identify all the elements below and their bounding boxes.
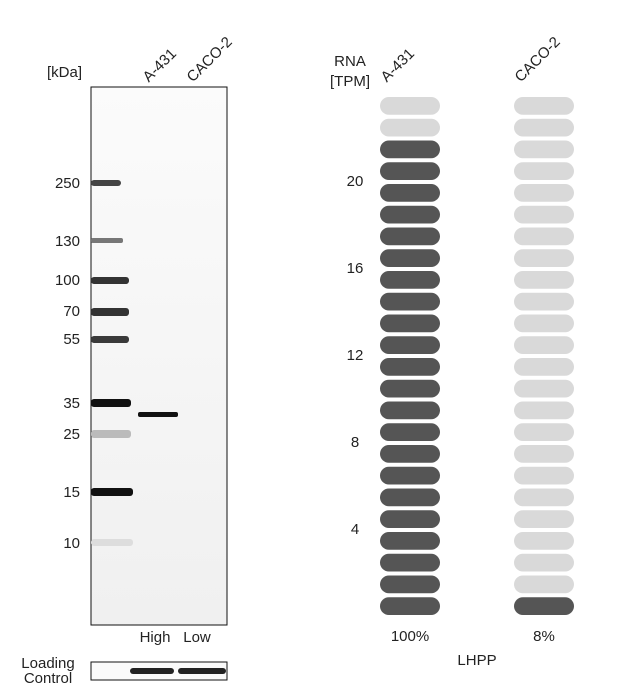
pill-empty bbox=[514, 466, 574, 485]
pill-filled bbox=[380, 445, 440, 463]
pill-empty bbox=[380, 118, 440, 137]
y-tick-label: 16 bbox=[347, 260, 364, 277]
pill-empty bbox=[514, 118, 574, 137]
marker-label: 10 bbox=[63, 535, 80, 552]
pill-filled bbox=[380, 423, 440, 441]
pill-empty bbox=[514, 227, 574, 246]
pill-filled bbox=[514, 597, 574, 615]
pill-empty bbox=[380, 97, 440, 115]
pill-empty bbox=[514, 510, 574, 528]
loading-band bbox=[178, 668, 226, 674]
pill-filled bbox=[380, 379, 440, 398]
pill-filled bbox=[380, 227, 440, 246]
gene-label: LHPP bbox=[457, 652, 496, 669]
pill-filled bbox=[380, 597, 440, 615]
lane-label: CACO-2 bbox=[184, 34, 236, 86]
marker-label: 130 bbox=[55, 233, 80, 250]
pill-filled bbox=[380, 184, 440, 202]
pill-filled bbox=[380, 292, 440, 311]
pill-empty bbox=[514, 379, 574, 398]
pill-empty bbox=[514, 358, 574, 376]
pill-empty bbox=[514, 140, 574, 159]
pill-empty bbox=[514, 314, 574, 333]
pill-filled bbox=[380, 162, 440, 180]
pill-filled bbox=[380, 249, 440, 267]
pill-empty bbox=[514, 292, 574, 311]
marker-label: 70 bbox=[63, 303, 80, 320]
marker-label: 15 bbox=[63, 484, 80, 501]
ladder bbox=[91, 180, 178, 546]
pill-filled bbox=[380, 488, 440, 507]
lane-level: High bbox=[140, 629, 171, 646]
y-tick-label: 4 bbox=[351, 521, 359, 538]
marker-label: 35 bbox=[63, 395, 80, 412]
value-label: 100% bbox=[391, 628, 429, 645]
pill-filled bbox=[380, 575, 440, 594]
column-label: CACO-2 bbox=[512, 34, 564, 86]
pill-empty bbox=[514, 488, 574, 507]
pill-empty bbox=[514, 532, 574, 550]
y-tick-label: 8 bbox=[351, 434, 359, 451]
pill-filled bbox=[380, 314, 440, 333]
pill-filled bbox=[380, 401, 440, 420]
pill-empty bbox=[514, 401, 574, 420]
marker-label: 25 bbox=[63, 426, 80, 443]
pill-filled bbox=[380, 271, 440, 289]
marker-label: 100 bbox=[55, 272, 80, 289]
pill-empty bbox=[514, 184, 574, 202]
pill-empty bbox=[514, 205, 574, 224]
lane-level: Low bbox=[183, 629, 211, 646]
pill-empty bbox=[514, 249, 574, 267]
pill-empty bbox=[514, 162, 574, 180]
blot-frame bbox=[90, 86, 228, 626]
loading-control-label: Control bbox=[24, 670, 72, 685]
lane-label: A-431 bbox=[140, 45, 180, 85]
marker-label: 55 bbox=[63, 331, 80, 348]
pill-filled bbox=[380, 510, 440, 528]
pill-empty bbox=[514, 553, 574, 572]
pill-empty bbox=[514, 575, 574, 594]
value-label: 8% bbox=[533, 628, 555, 645]
unit-label: [kDa] bbox=[47, 64, 82, 81]
column-label: A-431 bbox=[378, 45, 418, 85]
pill-filled bbox=[380, 532, 440, 550]
pill-empty bbox=[514, 97, 574, 115]
pill-empty bbox=[514, 423, 574, 441]
pill-empty bbox=[514, 445, 574, 463]
axis-label: [TPM] bbox=[330, 73, 370, 90]
pill-filled bbox=[380, 553, 440, 572]
marker-label: 250 bbox=[55, 175, 80, 192]
pill-filled bbox=[380, 466, 440, 485]
pill-filled bbox=[380, 358, 440, 376]
y-tick-label: 20 bbox=[347, 173, 364, 190]
axis-label: RNA bbox=[334, 53, 366, 70]
pill-filled bbox=[380, 140, 440, 159]
pill-empty bbox=[514, 271, 574, 289]
pill-filled bbox=[380, 205, 440, 224]
pill-filled bbox=[380, 336, 440, 354]
y-tick-label: 12 bbox=[347, 347, 364, 364]
pill-empty bbox=[514, 336, 574, 354]
loading-control-label: Loading bbox=[21, 655, 74, 672]
loading-band bbox=[130, 668, 174, 674]
